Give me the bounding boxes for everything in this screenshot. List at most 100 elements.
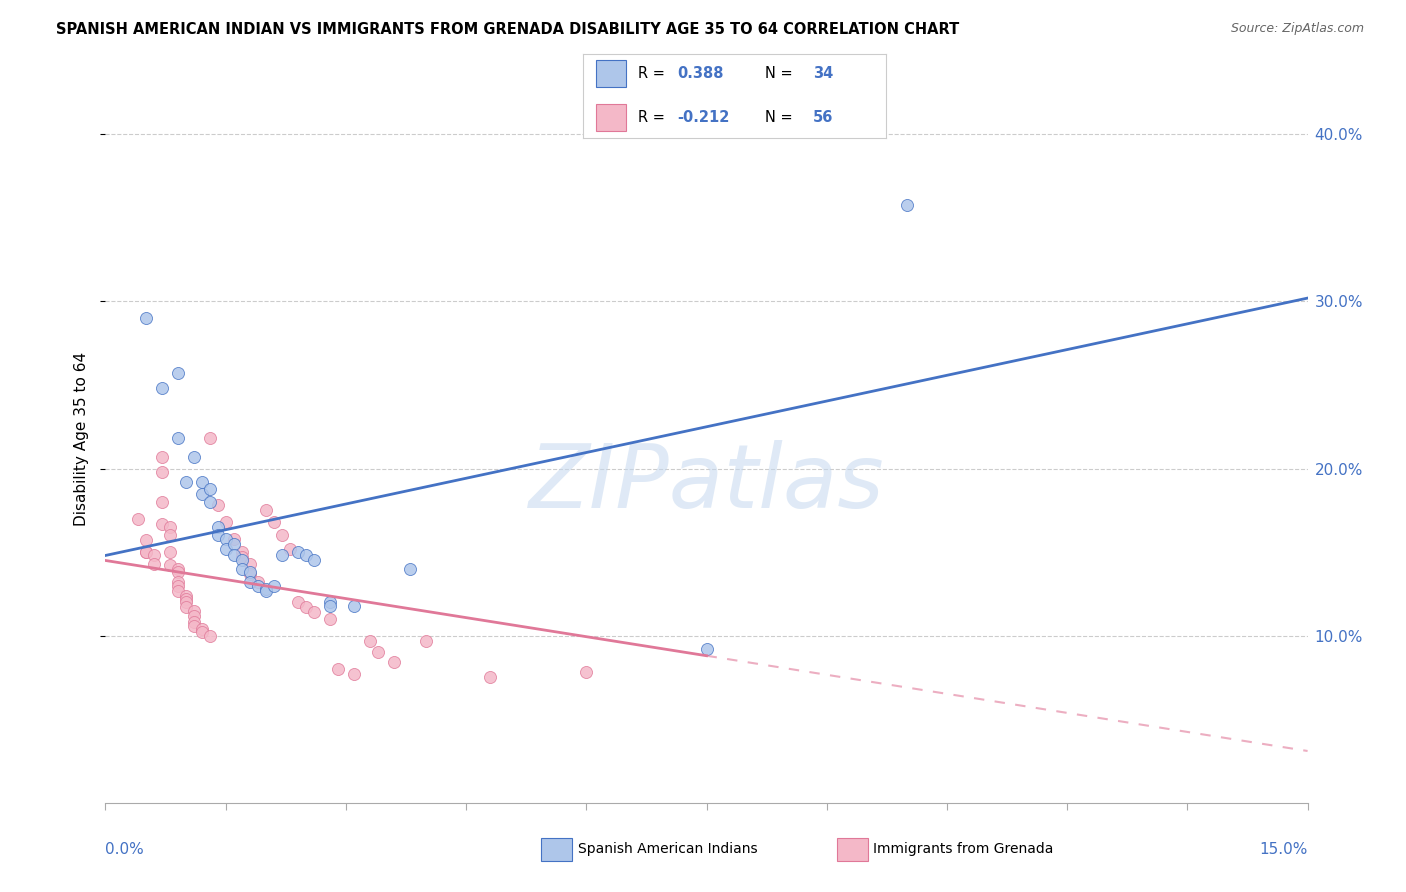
Point	[159, 528, 181, 542]
Point	[190, 475, 212, 489]
Y-axis label: Disability Age 35 to 64: Disability Age 35 to 64	[75, 352, 90, 526]
Text: Spanish American Indians: Spanish American Indians	[578, 842, 758, 856]
Point	[174, 589, 197, 603]
Point	[239, 557, 262, 571]
Point	[415, 633, 437, 648]
Point	[166, 565, 188, 579]
Text: ZIPatlas: ZIPatlas	[529, 440, 884, 526]
Point	[198, 629, 221, 643]
Point	[183, 618, 205, 632]
Point	[150, 516, 173, 531]
Point	[135, 533, 157, 548]
Point	[166, 366, 188, 380]
Point	[231, 553, 253, 567]
Point	[319, 612, 342, 626]
Point	[302, 553, 325, 567]
Point	[254, 583, 277, 598]
Point	[231, 550, 253, 565]
Point	[222, 549, 245, 563]
Point	[222, 532, 245, 546]
Point	[150, 450, 173, 464]
Point	[183, 604, 205, 618]
Point	[399, 562, 422, 576]
Point	[127, 511, 149, 525]
Point	[214, 515, 236, 529]
Point	[263, 515, 285, 529]
Point	[254, 582, 277, 596]
Text: 56: 56	[813, 111, 834, 126]
Point	[190, 486, 212, 500]
Point	[239, 566, 262, 581]
Point	[287, 545, 309, 559]
Text: N =: N =	[765, 111, 797, 126]
Point	[239, 575, 262, 590]
Point	[479, 670, 502, 684]
Point	[174, 591, 197, 606]
Point	[896, 197, 918, 211]
Text: SPANISH AMERICAN INDIAN VS IMMIGRANTS FROM GRENADA DISABILITY AGE 35 TO 64 CORRE: SPANISH AMERICAN INDIAN VS IMMIGRANTS FR…	[56, 22, 959, 37]
Point	[159, 558, 181, 573]
Point	[174, 600, 197, 615]
Point	[166, 583, 188, 598]
Text: 0.0%: 0.0%	[105, 842, 145, 856]
Text: R =: R =	[638, 66, 669, 81]
Point	[575, 665, 598, 680]
Point	[159, 520, 181, 534]
Point	[142, 549, 165, 563]
Point	[295, 549, 318, 563]
Text: R =: R =	[638, 111, 669, 126]
Point	[319, 599, 342, 613]
Point	[343, 667, 366, 681]
Point	[150, 495, 173, 509]
Point	[222, 537, 245, 551]
Text: -0.212: -0.212	[678, 111, 730, 126]
Point	[207, 528, 229, 542]
Point	[159, 545, 181, 559]
Point	[207, 520, 229, 534]
Point	[142, 557, 165, 571]
Point	[198, 432, 221, 446]
Point	[263, 578, 285, 592]
Point	[174, 595, 197, 609]
Point	[214, 532, 236, 546]
FancyBboxPatch shape	[596, 61, 626, 87]
Point	[198, 482, 221, 496]
Point	[190, 622, 212, 636]
Point	[135, 311, 157, 326]
Point	[214, 541, 236, 556]
Point	[246, 575, 269, 590]
Text: Immigrants from Grenada: Immigrants from Grenada	[873, 842, 1053, 856]
Text: 34: 34	[813, 66, 834, 81]
Point	[302, 605, 325, 619]
Point	[343, 599, 366, 613]
Point	[270, 528, 292, 542]
Point	[166, 562, 188, 576]
Text: N =: N =	[765, 66, 797, 81]
Point	[359, 633, 381, 648]
Point	[183, 615, 205, 630]
Point	[166, 432, 188, 446]
Point	[326, 662, 349, 676]
Text: 15.0%: 15.0%	[1260, 842, 1308, 856]
Point	[135, 545, 157, 559]
Point	[239, 565, 262, 579]
Point	[319, 595, 342, 609]
Point	[183, 450, 205, 464]
Point	[166, 575, 188, 590]
Point	[367, 645, 389, 659]
Point	[254, 503, 277, 517]
Point	[150, 465, 173, 479]
Point	[295, 600, 318, 615]
Point	[246, 578, 269, 592]
Text: 0.388: 0.388	[678, 66, 724, 81]
Point	[190, 625, 212, 640]
Point	[231, 545, 253, 559]
Point	[382, 656, 405, 670]
Point	[166, 578, 188, 592]
Point	[207, 499, 229, 513]
Point	[198, 495, 221, 509]
Point	[174, 475, 197, 489]
Point	[150, 381, 173, 395]
Point	[183, 608, 205, 623]
Point	[278, 541, 301, 556]
